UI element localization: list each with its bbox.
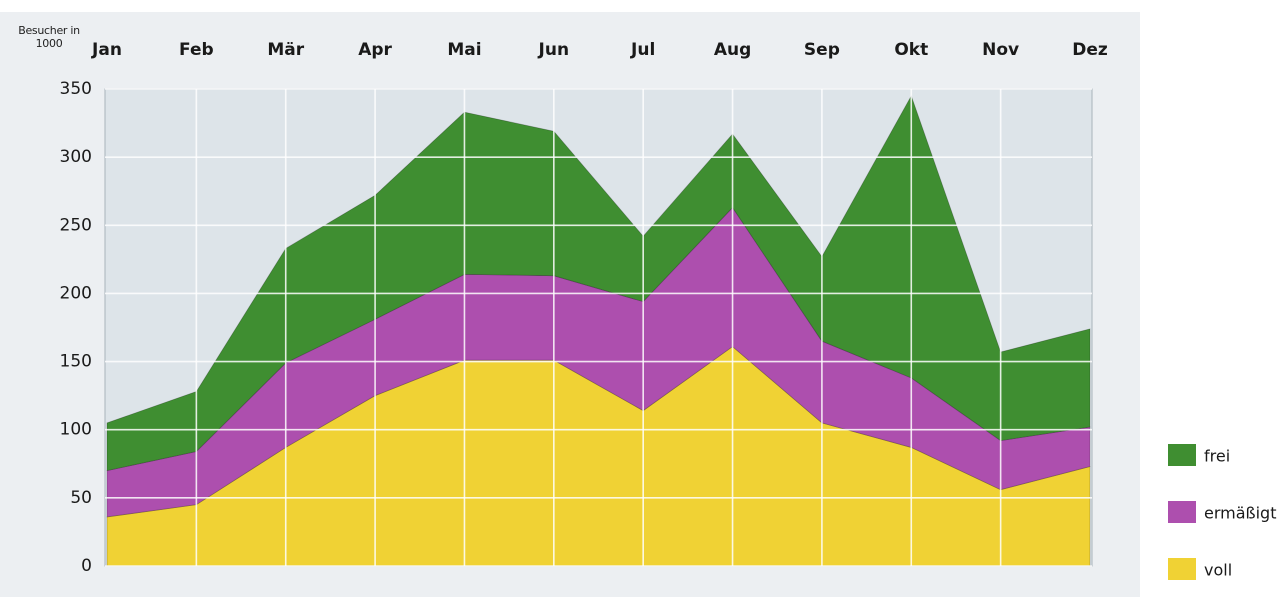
x-tick-label: Jan	[91, 40, 122, 60]
y-tick-label: 250	[60, 215, 92, 235]
y-tick-label: 350	[60, 79, 92, 99]
y-tick-label: 100	[60, 420, 92, 440]
x-tick-label: Nov	[982, 40, 1019, 60]
x-tick-label: Mär	[267, 40, 304, 60]
grid	[105, 88, 1092, 567]
x-tick-label: Apr	[358, 40, 392, 60]
legend-swatch	[1168, 501, 1196, 523]
legend-label: frei	[1204, 447, 1230, 466]
legend-swatch	[1168, 444, 1196, 466]
x-tick-label: Mai	[447, 40, 481, 60]
legend-label: voll	[1204, 561, 1232, 580]
y-tick-label: 200	[60, 283, 92, 303]
y-tick-label: 300	[60, 147, 92, 167]
legend-swatch	[1168, 558, 1196, 580]
y-tick-label: 150	[60, 352, 92, 372]
x-tick-label: Aug	[714, 40, 751, 60]
x-tick-label: Sep	[804, 40, 840, 60]
y-axis-label: Besucher in 1000	[18, 24, 80, 50]
y-tick-label: 0	[81, 556, 92, 576]
x-tick-label: Jul	[630, 40, 655, 60]
x-tick-label: Okt	[894, 40, 928, 60]
x-tick-label: Feb	[179, 40, 214, 60]
x-tick-label: Jun	[538, 40, 570, 60]
y-tick-label: 50	[70, 488, 92, 508]
labels: 0 50 100 150 200 250 300 350 Jan Feb Mär Apr Mai Jun J…	[60, 40, 1276, 580]
x-tick-label: Dez	[1072, 40, 1108, 60]
legend-label: ermäßigt	[1204, 504, 1276, 523]
